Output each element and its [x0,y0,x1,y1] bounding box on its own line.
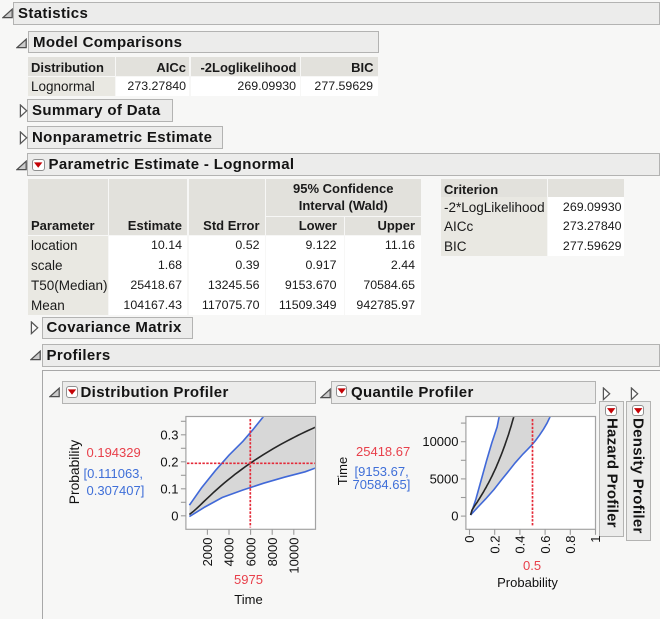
svg-text:0.4: 0.4 [513,536,528,554]
svg-text:1: 1 [588,536,603,543]
svg-text:2000: 2000 [200,538,215,567]
svg-text:0.3: 0.3 [160,427,178,442]
svg-text:0: 0 [462,536,477,543]
svg-text:8000: 8000 [265,538,280,567]
svg-text:6000: 6000 [243,538,258,567]
svg-text:0: 0 [451,509,458,524]
svg-text:5000: 5000 [430,471,459,486]
svg-text:10000: 10000 [422,434,458,449]
svg-text:0: 0 [171,508,178,523]
svg-text:0.1: 0.1 [160,481,178,496]
svg-text:10000: 10000 [287,538,302,574]
svg-text:0.2: 0.2 [487,536,502,554]
svg-text:0.6: 0.6 [538,536,553,554]
svg-text:0.2: 0.2 [160,454,178,469]
svg-text:0.8: 0.8 [563,536,578,554]
svg-text:4000: 4000 [222,538,237,567]
